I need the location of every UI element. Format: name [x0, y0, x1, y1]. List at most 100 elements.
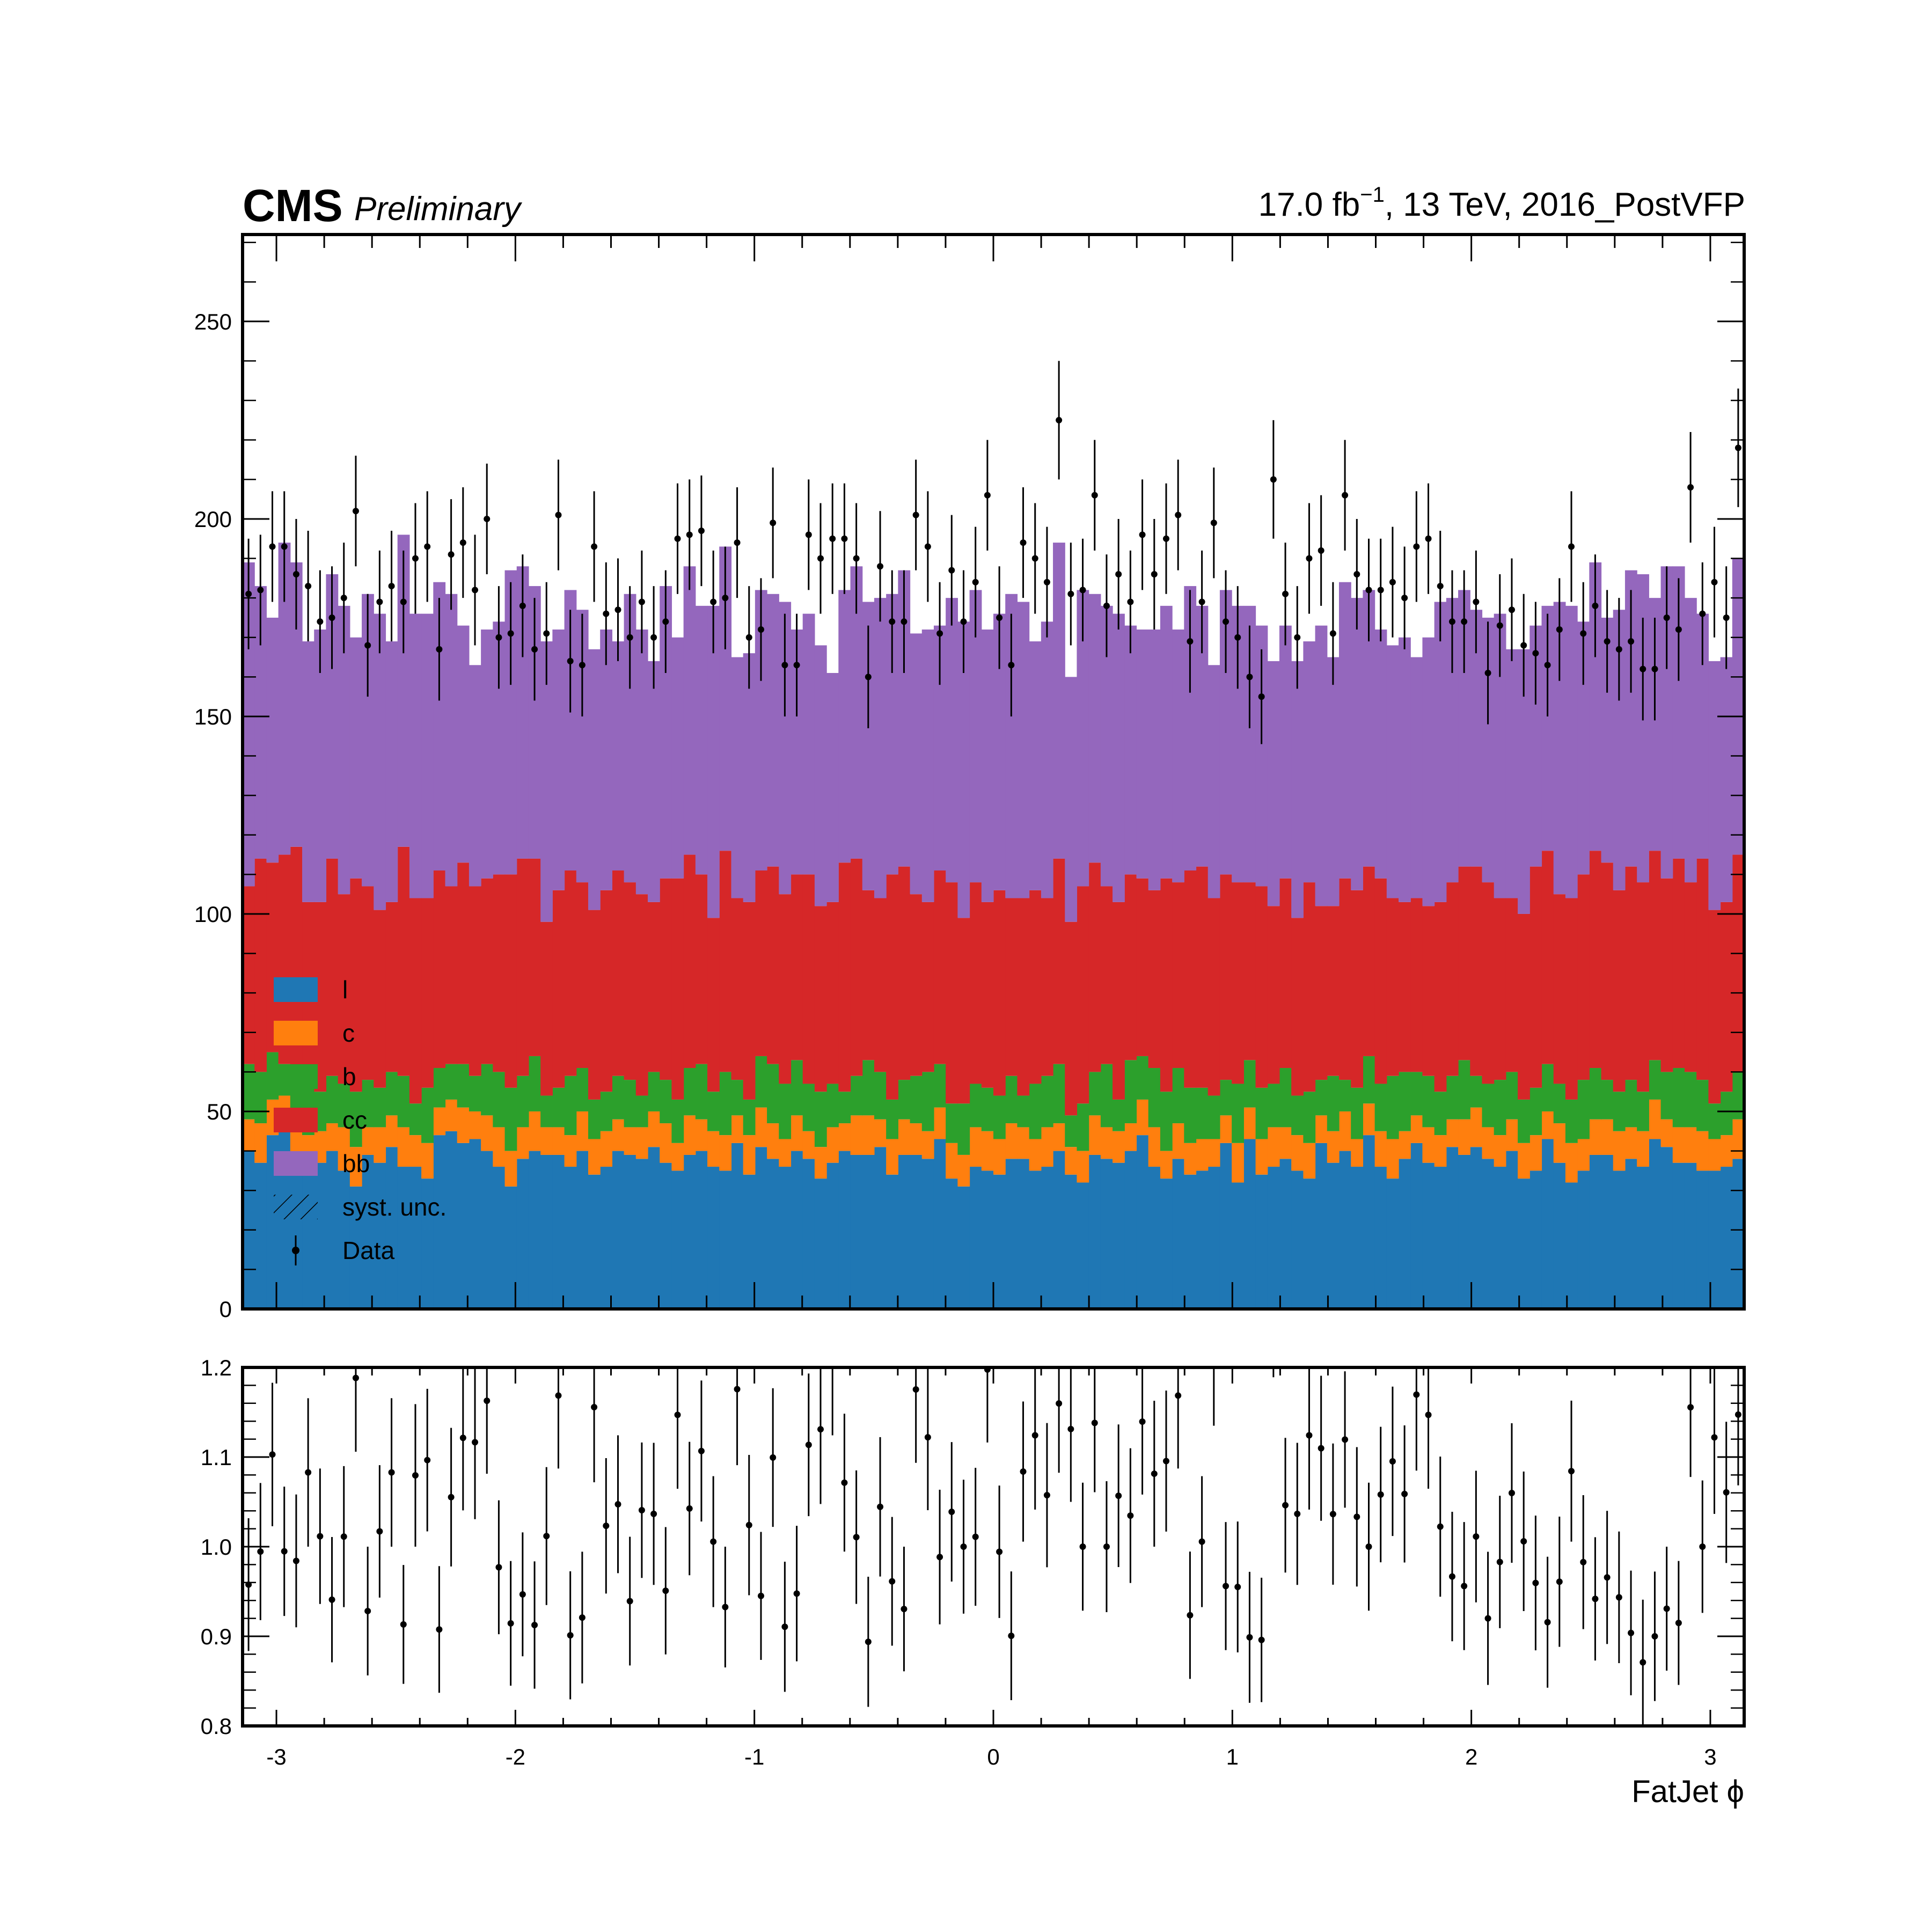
series-cc [243, 846, 1745, 1116]
bar-b [433, 1068, 446, 1108]
data-point [281, 543, 288, 550]
bar-l [1255, 1174, 1268, 1309]
bar-b [612, 1075, 625, 1119]
bar-bb [314, 630, 327, 902]
bar-c [1291, 1135, 1304, 1171]
bar-cc [1505, 898, 1518, 1072]
ratio-point [1294, 1510, 1301, 1517]
bar-cc [814, 906, 827, 1092]
data-point [1103, 602, 1110, 609]
bar-cc [409, 898, 422, 1104]
bar-b [1470, 1075, 1483, 1108]
bar-bb [588, 649, 601, 910]
bar-c [1327, 1131, 1340, 1163]
bar-cc [266, 862, 279, 1052]
bar-cc [719, 851, 732, 1072]
bar-bb [850, 566, 863, 859]
bar-l [1148, 1167, 1161, 1309]
bar-b [1029, 1084, 1042, 1139]
bar-bb [1017, 602, 1030, 898]
bar-l [660, 1162, 672, 1309]
bar-b [374, 1087, 386, 1128]
bar-bb [1660, 566, 1673, 879]
bar-bb [671, 637, 684, 879]
bar-b [1327, 1075, 1340, 1131]
data-point [1592, 602, 1599, 609]
bar-l [457, 1143, 470, 1309]
ratio-point [424, 1457, 431, 1463]
bar-bb [731, 657, 744, 898]
ratio-point [1353, 1513, 1360, 1520]
ratio-point [793, 1590, 800, 1597]
bar-c [409, 1135, 422, 1167]
preliminary-label: Preliminary [354, 191, 523, 228]
bar-bb [946, 598, 958, 883]
bar-cc [862, 890, 875, 1060]
ratio-point [626, 1598, 633, 1605]
bar-cc [671, 878, 684, 1100]
ratio-point [710, 1538, 717, 1545]
bar-c [1649, 1099, 1662, 1139]
bar-c [1100, 1127, 1113, 1159]
bar-c [1565, 1143, 1578, 1183]
bar-cc [910, 894, 923, 1076]
bar-b [576, 1068, 589, 1111]
ratio-point [1473, 1533, 1480, 1540]
data-point [1615, 646, 1622, 653]
bar-bb [1577, 621, 1590, 875]
ratio-point [1663, 1605, 1670, 1612]
bar-bb [1399, 637, 1411, 902]
bar-c [457, 1107, 470, 1143]
bar-c [588, 1139, 601, 1175]
bar-cc [898, 866, 911, 1080]
bar-b [1553, 1084, 1566, 1124]
bar-bb [290, 562, 303, 847]
bar-b [969, 1084, 982, 1128]
ratio-y-tick-label: 1.1 [201, 1445, 232, 1470]
bar-c [1613, 1131, 1626, 1171]
bar-l [755, 1147, 767, 1309]
bar-cc [838, 862, 851, 1092]
ratio-point [1640, 1659, 1646, 1666]
ratio-point [328, 1596, 335, 1603]
bar-b [1732, 1072, 1745, 1119]
data-point [1139, 531, 1146, 538]
bar-b [957, 1103, 970, 1155]
ratio-point [436, 1626, 443, 1633]
bar-c [779, 1139, 792, 1167]
bar-bb [385, 641, 398, 902]
bar-bb [1065, 677, 1078, 922]
bar-c [1422, 1127, 1435, 1163]
bar-cc [1196, 866, 1209, 1088]
main-axis-ticks: 0 50 100 150 200 250 [194, 235, 1744, 1322]
bar-cc [385, 902, 398, 1072]
bar-c [838, 1123, 851, 1151]
lumi-prefix: 17.0 fb [1258, 186, 1360, 223]
ratio-point [901, 1606, 908, 1613]
bar-b [743, 1099, 756, 1136]
bar-cc [1624, 866, 1637, 1080]
data-point [1437, 583, 1444, 590]
data-point [1496, 622, 1503, 629]
bar-bb [481, 630, 493, 879]
bar-l [266, 1135, 279, 1309]
ratio-point [781, 1623, 788, 1630]
bar-c [1505, 1119, 1518, 1151]
legend-hatch-swatch [274, 1195, 318, 1219]
bar-c [791, 1115, 803, 1151]
bar-l [1100, 1159, 1113, 1309]
data-point [376, 598, 383, 605]
data-point [448, 551, 455, 558]
bar-bb [1208, 665, 1220, 898]
data-point [1723, 614, 1730, 621]
ratio-point [972, 1533, 979, 1540]
bar-l [898, 1154, 911, 1309]
ratio-point [1401, 1490, 1408, 1497]
legend-swatch [274, 1021, 318, 1045]
bar-cc [1351, 890, 1363, 1088]
bar-l [445, 1131, 458, 1309]
legend-entry-cc: cc [274, 1106, 367, 1134]
bar-cc [528, 858, 541, 1056]
bar-l [1077, 1182, 1089, 1309]
bar-l [791, 1151, 803, 1309]
